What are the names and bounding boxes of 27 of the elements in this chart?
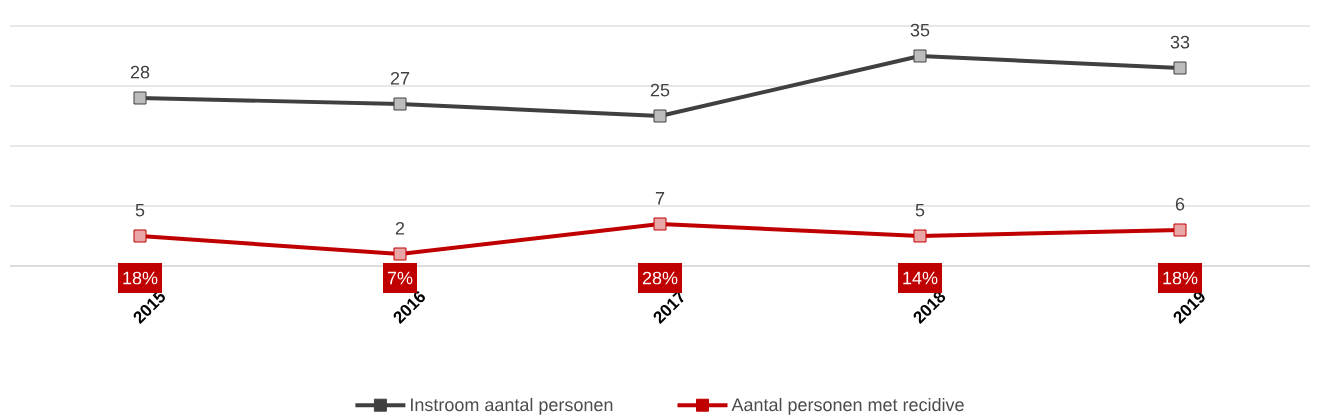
data-label: 28 [130, 65, 150, 79]
data-label: 25 [650, 83, 670, 97]
data-label: 6 [1175, 197, 1185, 211]
text: 7% [387, 271, 413, 285]
point [913, 229, 927, 243]
point [1173, 223, 1187, 237]
data-label: 7 [655, 192, 665, 205]
point [913, 49, 927, 63]
text: 28% [642, 271, 678, 285]
text: 14% [903, 271, 938, 285]
legend-label: Instroom aantal personen [411, 397, 613, 415]
point [653, 217, 667, 231]
point [653, 109, 667, 123]
point [133, 91, 147, 105]
point [393, 97, 407, 111]
text: 18% [123, 271, 158, 285]
data-label: 35 [910, 23, 930, 37]
data-label: 2 [395, 221, 405, 235]
point [1173, 61, 1187, 75]
text: 18% [1163, 271, 1198, 285]
data-label: 5 [135, 203, 145, 217]
data-label: 27 [390, 71, 410, 85]
data-label: 33 [1170, 35, 1190, 49]
legend-label: Aantal personen met recidive [731, 397, 964, 415]
point [393, 247, 407, 261]
data-label: 5 [915, 203, 925, 217]
point [133, 229, 147, 243]
